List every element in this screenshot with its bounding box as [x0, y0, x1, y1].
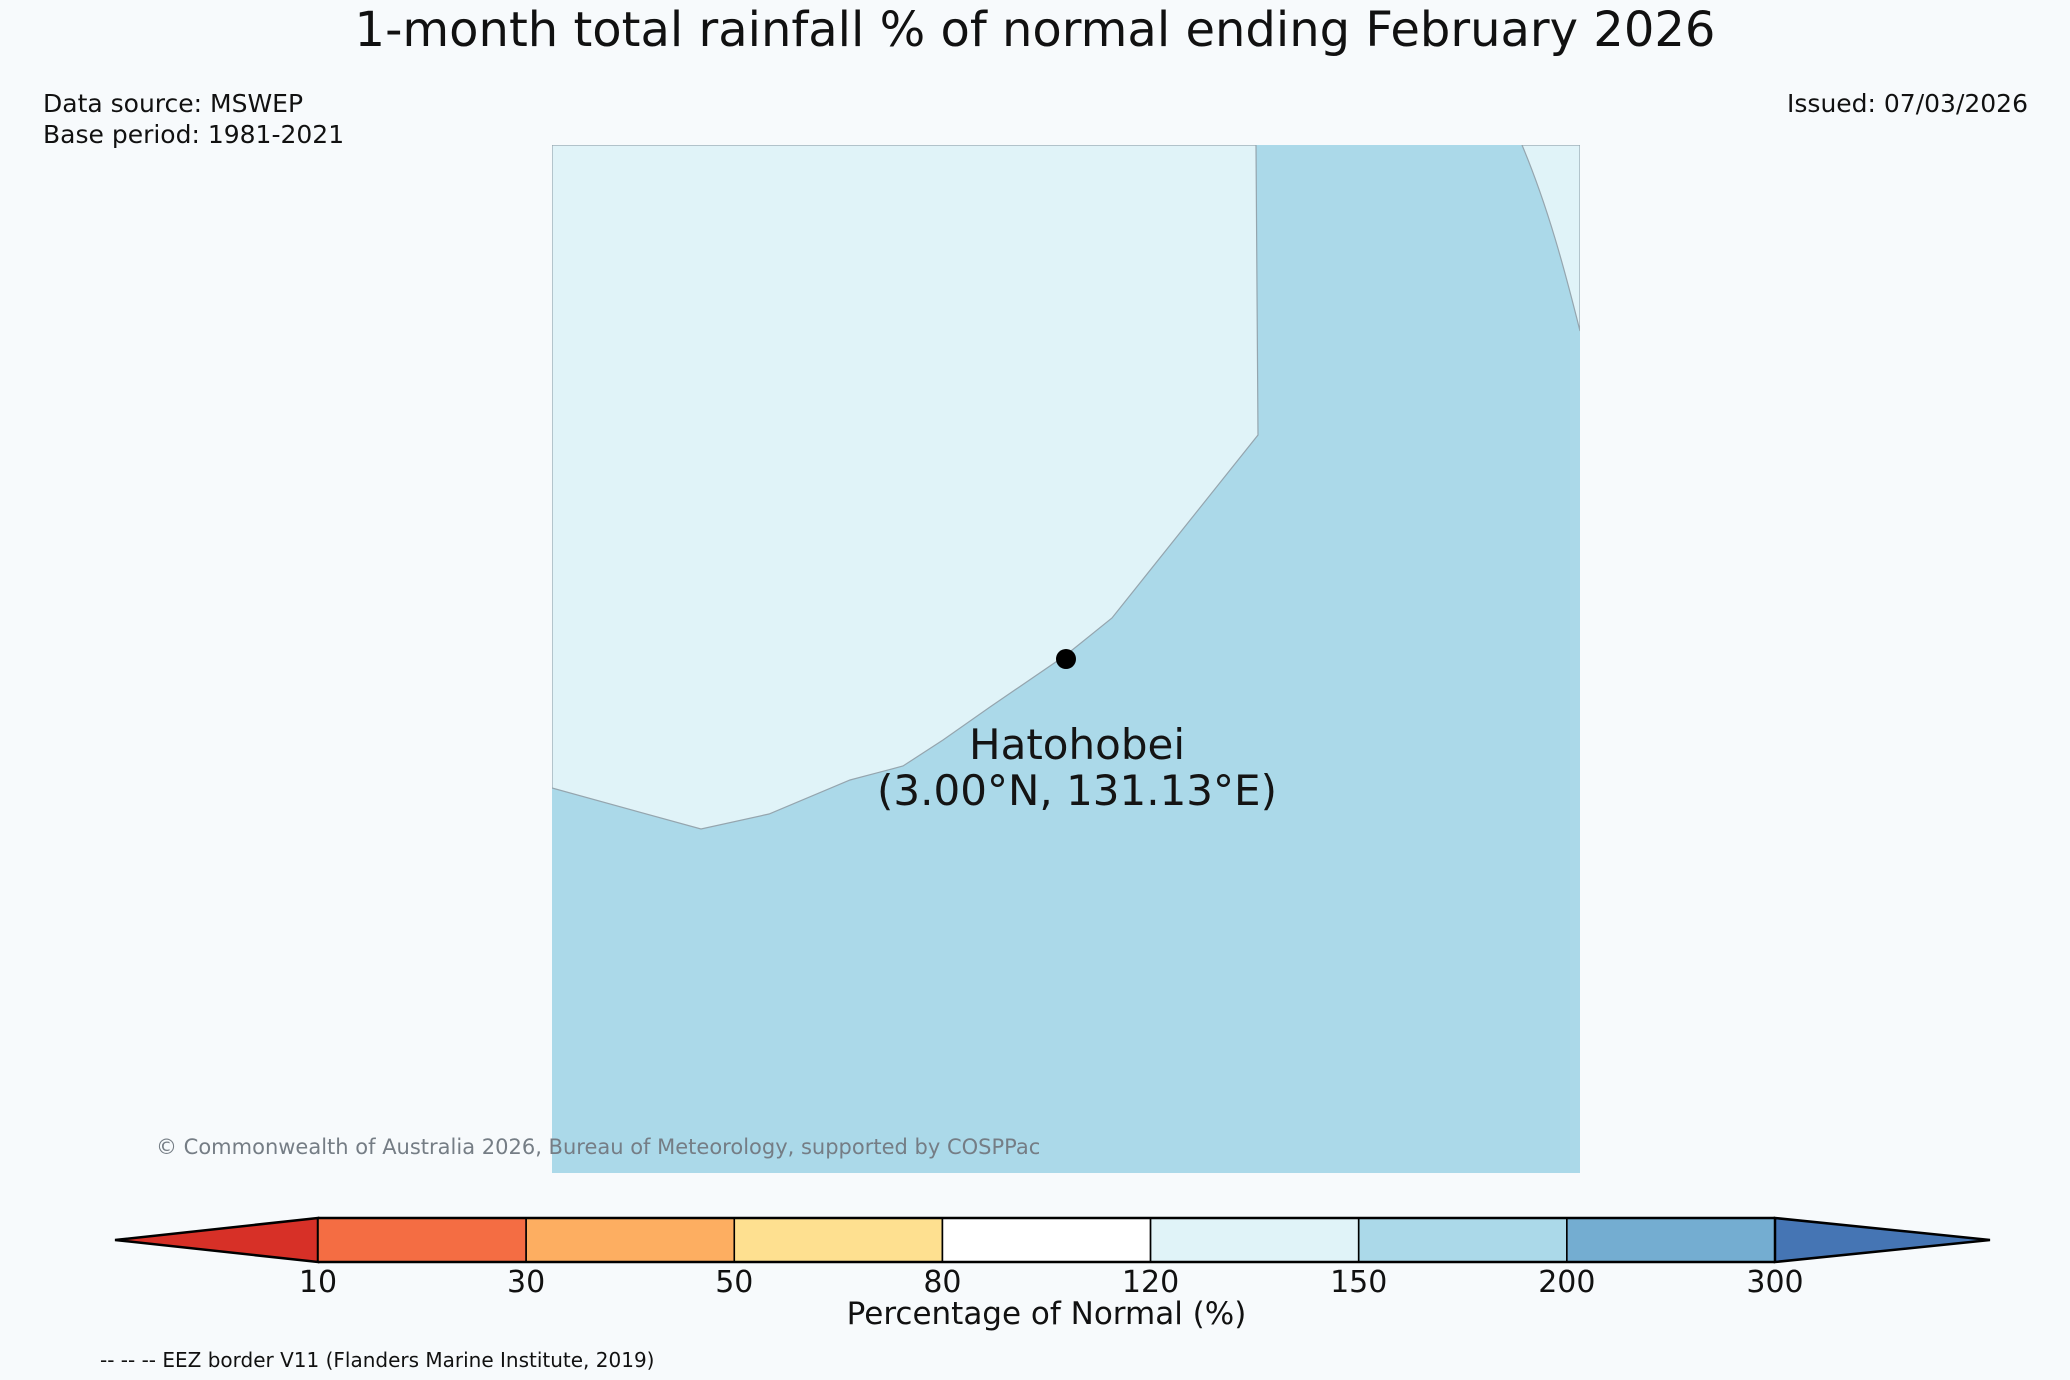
- colorbar-segment: [317, 1217, 527, 1263]
- colorbar-tick-label: 30: [507, 1265, 546, 1300]
- colorbar-tick-label: 150: [1330, 1265, 1388, 1300]
- map-region-120-150-upper-left: [552, 145, 1259, 830]
- colorbar-segment: [733, 1217, 944, 1263]
- station-name: Hatohobei: [969, 720, 1185, 769]
- station-label: Hatohobei (3.00°N, 131.13°E): [552, 722, 1602, 814]
- station-coordinates: (3.00°N, 131.13°E): [877, 766, 1277, 815]
- station-marker-dot: [1056, 649, 1076, 669]
- colorbar-segment: [941, 1217, 1152, 1263]
- colorbar-tick-label: 120: [1121, 1265, 1180, 1300]
- colorbar-axis-label: Percentage of Normal (%): [846, 1296, 1247, 1332]
- rainfall-map: Hatohobei (3.00°N, 131.13°E): [552, 145, 1580, 1173]
- copyright-text: © Commonwealth of Australia 2026, Bureau…: [156, 1135, 1041, 1159]
- colorbar-segment: [525, 1217, 736, 1263]
- data-source-text: Data source: MSWEP: [43, 89, 304, 118]
- colorbar: [114, 1216, 1991, 1264]
- colorbar-segment: [1357, 1217, 1568, 1263]
- map-region-120-150-top-right: [1521, 145, 1580, 332]
- base-period-text: Base period: 1981-2021: [43, 120, 345, 149]
- colorbar-segment: [1566, 1217, 1776, 1263]
- eez-border-footnote: -- -- -- EEZ border V11 (Flanders Marine…: [100, 1348, 655, 1372]
- metadata-block: Data source: MSWEP Base period: 1981-202…: [43, 88, 344, 150]
- colorbar-tick-label: 300: [1746, 1265, 1804, 1300]
- colorbar-segment: [1149, 1217, 1360, 1263]
- colorbar-tick-label: 10: [298, 1265, 338, 1300]
- page-title: 1-month total rainfall % of normal endin…: [354, 2, 1716, 58]
- colorbar-tick-label: 50: [715, 1265, 754, 1300]
- colorbar-scale: [114, 1216, 1991, 1264]
- colorbar-arrow-high: [1773, 1216, 1991, 1264]
- colorbar-arrow-low: [114, 1216, 320, 1264]
- issued-date-text: Issued: 07/03/2026: [1787, 89, 2028, 118]
- colorbar-tick-label: 80: [923, 1265, 962, 1300]
- colorbar-tick-label: 200: [1538, 1265, 1596, 1300]
